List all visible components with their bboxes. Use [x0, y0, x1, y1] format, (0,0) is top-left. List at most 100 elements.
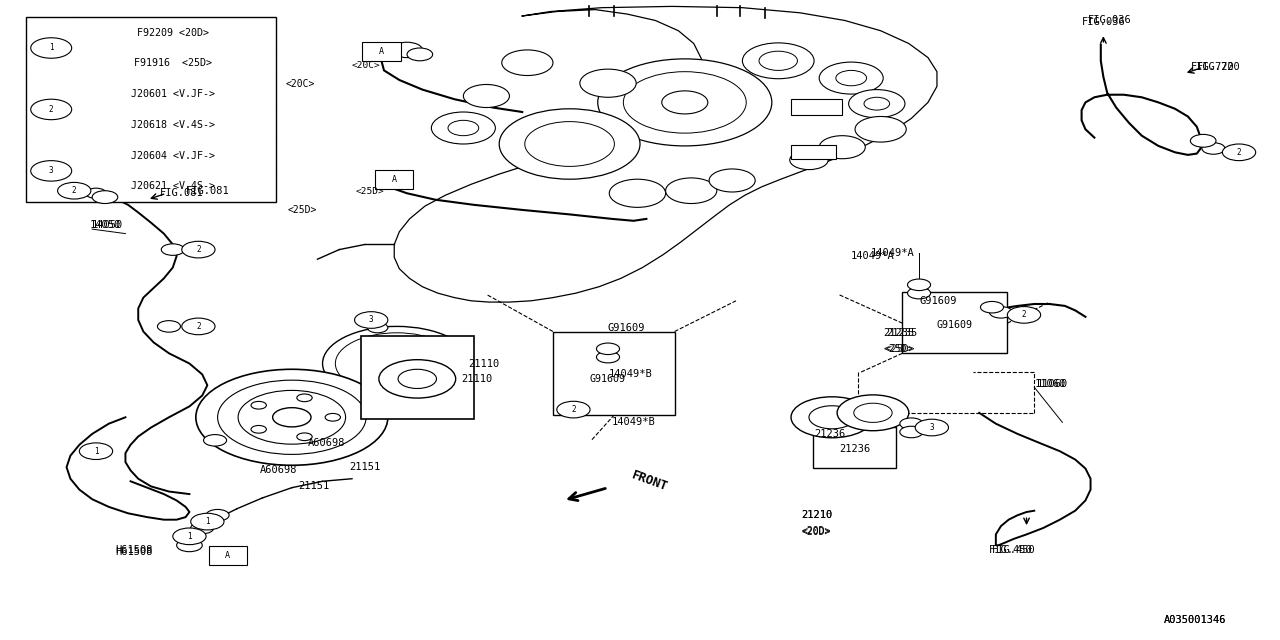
Text: 21236: 21236	[840, 444, 870, 454]
Circle shape	[525, 122, 614, 166]
Circle shape	[742, 43, 814, 79]
Text: 2: 2	[49, 105, 54, 114]
Text: H61508: H61508	[115, 545, 152, 556]
Circle shape	[297, 394, 312, 402]
Circle shape	[191, 513, 224, 530]
Text: 14050: 14050	[90, 220, 120, 230]
Text: 11060: 11060	[1034, 379, 1065, 389]
Text: 14049*B: 14049*B	[612, 417, 655, 428]
Text: <25D>: <25D>	[883, 344, 913, 354]
Circle shape	[499, 109, 640, 179]
Circle shape	[502, 50, 553, 76]
Circle shape	[1222, 144, 1256, 161]
Text: 21210: 21210	[801, 509, 832, 520]
Circle shape	[173, 528, 206, 545]
Circle shape	[379, 360, 456, 398]
Circle shape	[335, 333, 458, 394]
Circle shape	[759, 51, 797, 70]
Circle shape	[609, 179, 666, 207]
Text: J20621 <V.4S->: J20621 <V.4S->	[131, 181, 215, 191]
Text: 14050: 14050	[92, 220, 123, 230]
Text: 11060: 11060	[1037, 379, 1068, 389]
Text: FIG.720: FIG.720	[1197, 62, 1240, 72]
Text: 1: 1	[205, 517, 210, 526]
Circle shape	[837, 395, 909, 431]
Text: A035001346: A035001346	[1164, 614, 1226, 625]
Text: FIG.720: FIG.720	[1190, 62, 1234, 72]
Circle shape	[323, 326, 471, 401]
Bar	[791, 99, 842, 115]
Text: 21235: 21235	[883, 328, 914, 338]
Circle shape	[819, 136, 865, 159]
Circle shape	[864, 97, 890, 110]
Bar	[902, 292, 1007, 353]
Circle shape	[182, 318, 215, 335]
Bar	[791, 145, 836, 159]
Circle shape	[557, 401, 590, 418]
Circle shape	[392, 42, 422, 58]
Text: <20C>: <20C>	[285, 79, 315, 90]
Text: A: A	[225, 551, 230, 560]
Bar	[209, 546, 247, 565]
Circle shape	[463, 84, 509, 108]
Circle shape	[251, 401, 266, 409]
Text: FIG.036: FIG.036	[1088, 15, 1132, 26]
Text: 21151: 21151	[349, 462, 380, 472]
Bar	[362, 42, 401, 61]
Circle shape	[900, 426, 923, 438]
Circle shape	[596, 351, 620, 363]
Text: <20D>: <20D>	[803, 527, 831, 538]
Circle shape	[666, 178, 717, 204]
Circle shape	[854, 403, 892, 422]
Text: A035001346: A035001346	[1164, 614, 1226, 625]
Circle shape	[92, 191, 118, 204]
Text: 14049*A: 14049*A	[870, 248, 914, 258]
Circle shape	[709, 169, 755, 192]
Text: F91916  <25D>: F91916 <25D>	[134, 58, 211, 68]
Text: A: A	[379, 47, 384, 56]
Text: 3: 3	[369, 316, 374, 324]
Bar	[361, 336, 474, 419]
Text: J20618 <V.4S->: J20618 <V.4S->	[131, 120, 215, 130]
Circle shape	[31, 161, 72, 181]
Circle shape	[836, 70, 867, 86]
Text: 2: 2	[196, 245, 201, 254]
Circle shape	[791, 397, 873, 438]
Text: 1: 1	[93, 447, 99, 456]
Text: 21210: 21210	[801, 509, 832, 520]
Circle shape	[161, 244, 184, 255]
Text: <20D>: <20D>	[803, 526, 831, 536]
Text: FIG.450: FIG.450	[989, 545, 1033, 556]
Text: A60698: A60698	[260, 465, 298, 476]
Circle shape	[596, 343, 620, 355]
Circle shape	[448, 120, 479, 136]
Text: 14049*B: 14049*B	[609, 369, 653, 380]
Text: 2: 2	[72, 186, 77, 195]
Circle shape	[1202, 143, 1225, 154]
Text: <25D>: <25D>	[288, 205, 317, 215]
Text: 2: 2	[1236, 148, 1242, 157]
Circle shape	[31, 99, 72, 120]
Text: A: A	[392, 175, 397, 184]
Circle shape	[204, 435, 227, 446]
Text: J20604 <V.JF->: J20604 <V.JF->	[131, 150, 215, 161]
Text: 14049*A: 14049*A	[851, 251, 895, 261]
Circle shape	[297, 433, 312, 440]
Circle shape	[238, 390, 346, 444]
Circle shape	[157, 321, 180, 332]
Circle shape	[908, 287, 931, 299]
Text: 3: 3	[49, 166, 54, 175]
Circle shape	[218, 380, 366, 454]
Text: FIG.081: FIG.081	[186, 186, 229, 196]
Circle shape	[86, 188, 106, 198]
Circle shape	[819, 62, 883, 94]
Text: 2: 2	[571, 405, 576, 414]
Text: 1: 1	[187, 532, 192, 541]
Circle shape	[251, 426, 266, 433]
Text: <25D>: <25D>	[886, 344, 915, 354]
Text: H61508: H61508	[115, 547, 152, 557]
Text: G91609: G91609	[608, 323, 645, 333]
Circle shape	[980, 301, 1004, 313]
Text: 1: 1	[49, 44, 54, 52]
Circle shape	[623, 72, 746, 133]
